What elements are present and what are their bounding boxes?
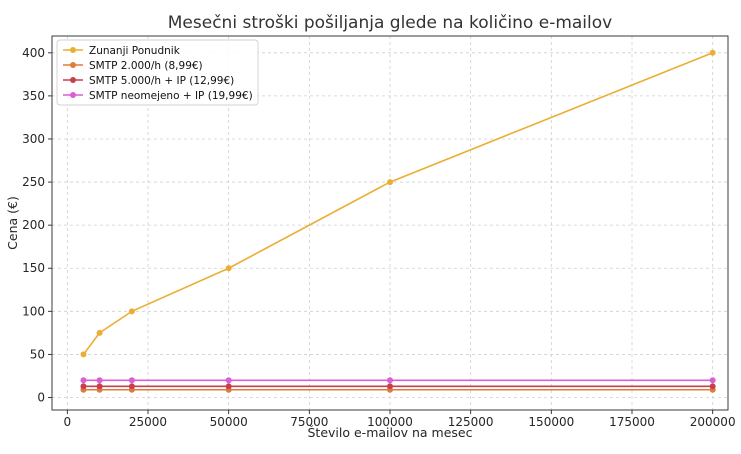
data-point (387, 377, 393, 384)
x-tick-label: 50000 (210, 415, 248, 429)
legend-marker (70, 62, 76, 68)
x-tick-label: 100000 (367, 415, 413, 429)
legend-item: SMTP 5.000/h + IP (12,99€) (63, 75, 234, 87)
data-point (80, 351, 87, 358)
data-point (96, 329, 103, 336)
y-tick-label: 250 (22, 175, 45, 189)
legend-item: Zunanji Ponudnik (63, 45, 181, 57)
legend-label: SMTP 5.000/h + IP (12,99€) (89, 75, 234, 87)
data-point (709, 383, 716, 390)
data-point (128, 383, 135, 390)
x-tick-label: 175000 (609, 415, 655, 429)
legend-item: SMTP neomejeno + IP (19,99€) (63, 90, 253, 102)
data-point (128, 377, 135, 384)
data-point (387, 383, 393, 390)
y-tick-label: 350 (22, 89, 45, 103)
y-tick-label: 200 (22, 218, 45, 232)
x-tick-label: 125000 (448, 415, 494, 429)
y-tick-label: 400 (22, 46, 45, 60)
data-point (709, 377, 716, 384)
data-point (96, 383, 103, 390)
data-point (96, 377, 103, 384)
legend-label: SMTP neomejeno + IP (19,99€) (89, 90, 253, 102)
chart-title: Mesečni stroški pošiljanja glede na koli… (168, 13, 612, 33)
series-line (82, 52, 713, 355)
legend-label: SMTP 2.000/h (8,99€) (89, 60, 203, 72)
legend-box (56, 39, 259, 106)
data-point (128, 308, 135, 315)
x-tick-label: 75000 (290, 415, 328, 429)
series-3 (80, 377, 716, 384)
x-tick-label: 150000 (528, 415, 574, 429)
data-point (225, 265, 232, 272)
x-axis-label: Število e-mailov na mesec (308, 425, 473, 440)
legend-marker (70, 77, 76, 83)
legend-label: Zunanji Ponudnik (89, 45, 181, 57)
legend-marker (70, 92, 76, 98)
x-tick-label: 0 (64, 415, 72, 429)
y-tick-label: 0 (37, 391, 45, 405)
ticks: 0 25000 50000 75000 100000 125000 150000 175000… (22, 46, 735, 429)
legend-marker (70, 47, 76, 53)
series-0 (80, 49, 716, 358)
legend: Zunanji Ponudnik SMTP 2.000/h (8,99€) SMTP… (56, 39, 259, 106)
y-tick-label: 300 (22, 132, 45, 146)
y-axis-label: Cena (€) (5, 196, 20, 250)
series-layer (80, 49, 716, 393)
legend-item: SMTP 2.000/h (8,99€) (63, 60, 203, 72)
data-point (80, 383, 87, 390)
x-tick-label: 200000 (690, 415, 736, 429)
y-tick-label: 100 (22, 304, 45, 318)
data-point (709, 49, 716, 56)
series-2 (80, 383, 716, 390)
y-tick-label: 50 (30, 347, 45, 361)
x-tick-label: 25000 (129, 415, 167, 429)
y-tick-label: 150 (22, 261, 45, 275)
data-point (225, 377, 232, 384)
data-point (387, 179, 393, 186)
data-point (80, 377, 87, 384)
data-point (225, 383, 232, 390)
